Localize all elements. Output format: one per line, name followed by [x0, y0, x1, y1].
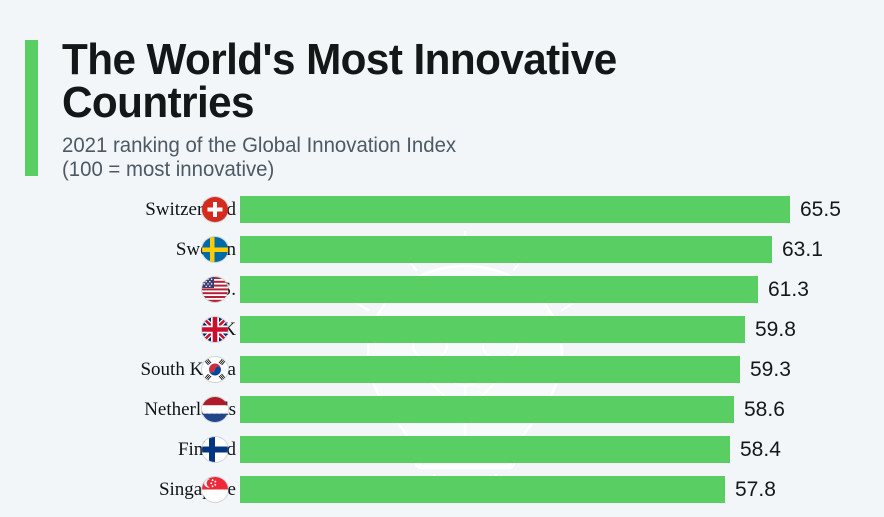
table-row: South Korea	[0, 356, 884, 383]
bar-value: 58.4	[740, 438, 781, 461]
bar	[240, 436, 730, 463]
flag-netherlands-icon	[202, 397, 228, 422]
bar	[240, 316, 745, 343]
bar-value: 59.8	[755, 318, 796, 341]
flag-united-states-icon	[202, 277, 228, 302]
flag-sweden-icon	[202, 237, 228, 262]
bar	[240, 196, 790, 223]
bar-value: 65.5	[800, 198, 841, 221]
table-row: Netherlands 58.6	[0, 396, 884, 423]
bar-chart: Switzerland 65.5 Sweden	[0, 190, 884, 517]
bar-value: 63.1	[782, 238, 823, 261]
flag-finland-icon	[202, 437, 228, 462]
table-row: Finland 58.4	[0, 436, 884, 463]
header-text: The World's Most Innovative Countries 20…	[62, 35, 852, 181]
bar	[240, 276, 758, 303]
table-row: UK 59.8	[0, 316, 884, 343]
bar	[240, 356, 740, 383]
flag-singapore-icon	[202, 477, 228, 502]
table-row: Sweden 63.1	[0, 236, 884, 263]
bar-value: 57.8	[735, 478, 776, 501]
bar-value: 58.6	[744, 398, 785, 421]
bar-rows: Switzerland 65.5 Sweden	[0, 190, 884, 517]
flag-south-korea-icon	[202, 357, 228, 382]
page-title: The World's Most Innovative Countries	[62, 35, 617, 128]
bar	[240, 236, 772, 263]
flag-united-kingdom-icon	[202, 317, 228, 342]
flag-switzerland-icon	[202, 197, 228, 222]
table-row: Singapore	[0, 476, 884, 503]
accent-bar	[25, 40, 38, 176]
bar-value: 59.3	[750, 358, 791, 381]
table-row: Switzerland 65.5	[0, 196, 884, 223]
header: The World's Most Innovative Countries 20…	[25, 35, 855, 181]
page-subtitle: 2021 ranking of the Global Innovation In…	[62, 134, 457, 181]
bar	[240, 396, 734, 423]
bar-value: 61.3	[768, 278, 809, 301]
bar	[240, 476, 725, 503]
table-row: U.S.	[0, 276, 884, 303]
